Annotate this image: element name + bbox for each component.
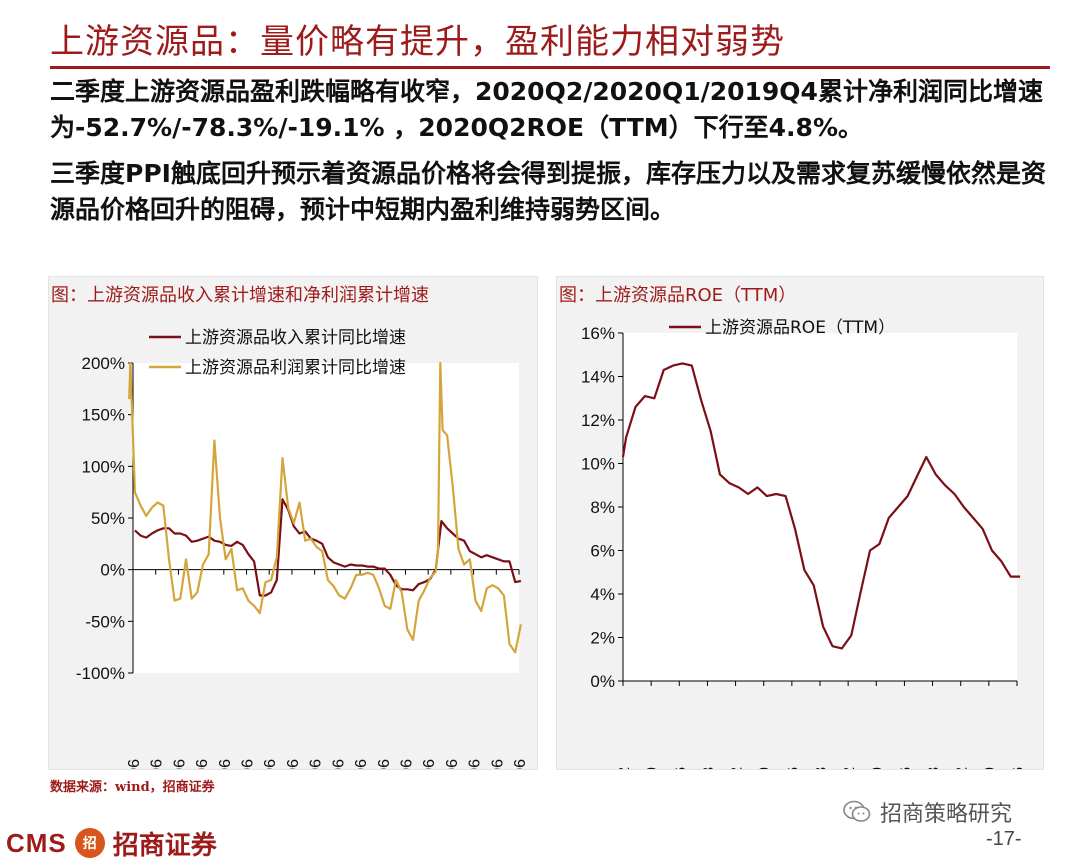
x-tick-label: 2020-06 xyxy=(512,759,529,769)
plot-area xyxy=(623,333,1017,681)
x-tick-label: 2017-06 xyxy=(444,759,461,769)
y-tick-label: 150% xyxy=(82,406,125,425)
x-tick-label: 2015-03 xyxy=(813,767,830,769)
x-tick-label: 2013-06 xyxy=(353,759,370,769)
x-tick-label: 2012-12 xyxy=(729,767,746,769)
x-tick-label: 2013-09 xyxy=(757,767,774,769)
y-tick-label: 4% xyxy=(590,585,615,604)
y-tick-label: 50% xyxy=(91,509,125,528)
summary-paragraph-1: 二季度上游资源品盈利跌幅略有收窄，2020Q2/2020Q1/2019Q4累计净… xyxy=(50,77,1043,142)
logo-mark-icon: 招 xyxy=(74,828,105,858)
page-number: -17- xyxy=(986,828,1022,850)
x-tick-label: 2010-06 xyxy=(285,759,302,769)
x-tick-label: 2009-06 xyxy=(262,759,279,769)
legend-label: 上游资源品收入累计同比增速 xyxy=(185,328,406,348)
wechat-watermark: 招商策略研究 xyxy=(842,796,1012,828)
x-tick-label: 2010-09 xyxy=(644,767,661,769)
x-tick-label: 2011-06 xyxy=(672,767,689,769)
x-tick-label: 2012-03 xyxy=(700,767,717,769)
company-logo: CMS 招 招商证券 xyxy=(6,826,217,861)
legend-label: 上游资源品ROE（TTM） xyxy=(705,318,895,338)
chart-panel-left: 图：上游资源品收入累计增速和净利润累计增速 200% 150% 100% 50% 0% -… xyxy=(48,276,538,770)
x-tick-label: 2004-06 xyxy=(149,759,166,769)
x-tick-label: 2011-06 xyxy=(308,759,325,769)
y-tick-label: 200% xyxy=(82,354,125,373)
x-tick-label: 2009-12 xyxy=(616,767,633,769)
x-tick-label: 2005-06 xyxy=(171,759,188,769)
y-tick-label: 12% xyxy=(581,411,615,430)
chart-panel-right: 图：上游资源品ROE（TTM） 16% 14% 12% 10% 8% 6% 4% 2% 0% 20… xyxy=(556,276,1044,770)
series-line xyxy=(621,362,1021,650)
x-tick-label: 2019-06 xyxy=(489,759,506,769)
x-tick-label: 2014-06 xyxy=(376,759,393,769)
y-tick-label: 8% xyxy=(590,498,615,517)
y-tick-label: 100% xyxy=(82,457,125,476)
y-tick-label: 0% xyxy=(590,672,615,691)
x-tick-label: 2007-06 xyxy=(217,759,234,769)
x-tick-label: 2019-09 xyxy=(982,767,999,769)
x-tick-label: 2008-06 xyxy=(240,759,257,769)
x-tick-label: 2016-06 xyxy=(421,759,438,769)
y-tick-label: 14% xyxy=(581,368,615,387)
x-tick-label: 2003-06 xyxy=(126,759,143,769)
x-tick-label: 2014-06 xyxy=(785,767,802,769)
wechat-account-name: 招商策略研究 xyxy=(880,802,1013,827)
page-title: 上游资源品：量价略有提升，盈利能力相对弱势 xyxy=(50,22,785,62)
y-tick-label: 6% xyxy=(590,542,615,561)
x-tick-label: 2018-03 xyxy=(926,767,943,769)
x-tick-label: 2016-09 xyxy=(869,767,886,769)
wechat-icon xyxy=(843,800,871,822)
data-source-note: 数据来源：wind，招商证券 xyxy=(50,780,215,795)
y-tick-label: 2% xyxy=(590,629,615,648)
x-tick-label: 2018-12 xyxy=(954,767,971,769)
x-tick-label: 2017-06 xyxy=(897,767,914,769)
y-tick-label: -100% xyxy=(76,664,125,683)
legend-label: 上游资源品利润累计同比增速 xyxy=(185,358,406,378)
y-tick-label: 16% xyxy=(581,324,615,343)
plot-area xyxy=(133,363,519,673)
x-tick-label: 2006-06 xyxy=(194,759,211,769)
y-tick-label: 10% xyxy=(581,455,615,474)
roe-ttm-chart: 16% 14% 12% 10% 8% 6% 4% 2% 0% 2009-12 2010-09 2011… xyxy=(581,318,1027,769)
title-divider xyxy=(50,66,1050,69)
x-tick-label: 2012-06 xyxy=(330,759,347,769)
summary-paragraph-2: 三季度PPI触底回升预示着资源品价格将会得到提振，库存压力以及需求复苏缓慢依然是… xyxy=(50,159,1046,224)
x-tick-label: 2015-12 xyxy=(841,767,858,769)
x-tick-label: 2018-06 xyxy=(467,759,484,769)
y-tick-label: 0% xyxy=(100,561,125,580)
y-tick-label: -50% xyxy=(85,612,125,631)
logo-company-name: 招商证券 xyxy=(112,830,217,861)
chart-left-title: 图：上游资源品收入累计增速和净利润累计增速 xyxy=(51,285,429,306)
x-tick-label: 2015-06 xyxy=(398,759,415,769)
x-tick-label: 2020-06 xyxy=(1010,767,1027,769)
revenue-profit-growth-chart: 200% 150% 100% 50% 0% -50% -100% 2003-06 2004-06… xyxy=(76,328,529,769)
chart-right-title: 图：上游资源品ROE（TTM） xyxy=(559,285,797,306)
series-line xyxy=(128,361,522,654)
logo-cms-text: CMS xyxy=(6,827,67,858)
